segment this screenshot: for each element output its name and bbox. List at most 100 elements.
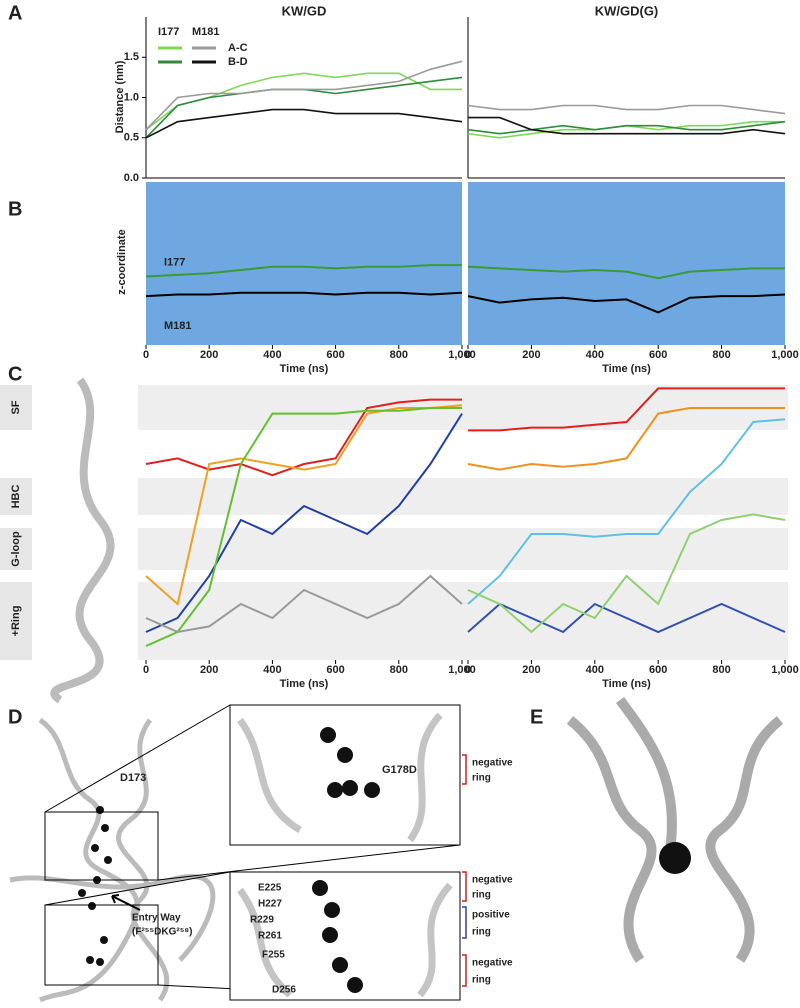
x-tick-label: 400 xyxy=(263,349,281,361)
helix xyxy=(615,697,677,851)
y-tick-label: 1.5 xyxy=(124,51,139,63)
entry-label: (F²⁵⁵DKG²⁵⁸) xyxy=(132,927,192,938)
helix xyxy=(417,882,453,998)
x-tick-label: 600 xyxy=(326,349,344,361)
zoom-box xyxy=(44,811,159,881)
x-tick-label: 0 xyxy=(465,664,471,676)
helix xyxy=(116,718,170,1002)
y-axis-label: Distance (nm) xyxy=(114,60,126,133)
ring-bracket xyxy=(462,954,467,987)
x-axis-label: Time (ns) xyxy=(280,363,329,375)
entry-label: Entry Way xyxy=(132,913,181,924)
panel-label: B xyxy=(8,198,22,220)
series-line xyxy=(468,116,786,135)
x-tick-label: 1,000 xyxy=(771,664,799,676)
protein-e xyxy=(566,697,784,963)
helix xyxy=(237,887,293,998)
region-band xyxy=(0,385,32,430)
zoom-box xyxy=(44,904,159,986)
legend-group: I177 xyxy=(158,26,179,38)
series-line xyxy=(467,265,785,280)
series-line xyxy=(145,413,463,633)
y-tick-label: 0.0 xyxy=(124,172,139,184)
series-line xyxy=(145,60,463,131)
region-band xyxy=(138,582,788,660)
series-line xyxy=(145,291,463,298)
series-line xyxy=(145,264,462,278)
x-tick-label: 200 xyxy=(522,664,540,676)
chart-title: KW/GD(G) xyxy=(595,3,659,18)
x-tick-label: 800 xyxy=(712,349,730,361)
legend-row: B-D xyxy=(228,56,248,68)
ring-bracket xyxy=(462,871,467,902)
series-line xyxy=(467,120,786,135)
series-line xyxy=(468,387,785,432)
helix xyxy=(237,717,302,833)
series-line xyxy=(145,404,463,606)
helix xyxy=(566,716,657,963)
ring-label: negative xyxy=(472,758,513,769)
zoom-line xyxy=(44,871,231,906)
chart-title: KW/GD xyxy=(282,3,327,18)
x-tick-label: 800 xyxy=(712,664,730,676)
region-band xyxy=(0,528,32,570)
ring-label: ring xyxy=(472,927,491,938)
ring-label: ring xyxy=(472,773,491,784)
residue-label: R229 xyxy=(250,915,274,926)
region-label: +Ring xyxy=(10,606,22,637)
series-line xyxy=(145,407,462,647)
y-tick-label: 1.0 xyxy=(124,91,139,103)
residue-label: D256 xyxy=(272,985,296,996)
ions-d xyxy=(78,806,112,966)
series-line xyxy=(467,407,785,471)
region-band xyxy=(0,478,32,515)
x-tick-label: 400 xyxy=(586,664,604,676)
x-tick-label: 200 xyxy=(522,349,540,361)
ring-label: ring xyxy=(472,890,491,901)
x-tick-label: 200 xyxy=(200,349,218,361)
x-tick-label: 400 xyxy=(263,664,281,676)
series-line xyxy=(145,398,462,477)
panel-label: D xyxy=(8,706,22,728)
x-tick-label: 800 xyxy=(390,664,408,676)
series-label: I177 xyxy=(164,256,185,268)
zoom-line xyxy=(157,844,461,881)
legend-group: M181 xyxy=(192,26,220,38)
ring-label: positive xyxy=(472,910,510,921)
x-tick-label: 1,000 xyxy=(448,349,476,361)
inset xyxy=(229,871,461,1001)
entry-arrow xyxy=(111,894,141,911)
x-tick-label: 0 xyxy=(465,349,471,361)
x-tick-label: 600 xyxy=(649,664,667,676)
ring-label: ring xyxy=(472,975,491,986)
region-label: G-loop xyxy=(10,531,22,567)
ring-bracket xyxy=(462,906,467,939)
region-band xyxy=(0,582,32,660)
series-label: M181 xyxy=(164,320,192,332)
sheet xyxy=(9,874,216,962)
series-line xyxy=(467,293,786,314)
protein-c xyxy=(50,377,115,704)
site-label: G178D xyxy=(382,764,417,776)
residue-label: H227 xyxy=(258,899,282,910)
series-line xyxy=(145,108,463,139)
residue-label: F255 xyxy=(262,950,285,961)
x-tick-label: 0 xyxy=(143,664,149,676)
x-axis-label: Time (ns) xyxy=(602,363,651,375)
x-tick-label: 200 xyxy=(200,664,218,676)
region-band xyxy=(138,528,788,570)
y-axis-label: z-coordinate xyxy=(116,229,128,294)
site-label: D173 xyxy=(120,772,146,784)
ring-label: negative xyxy=(472,875,513,886)
water-background xyxy=(468,182,785,345)
helix xyxy=(407,712,443,843)
panel-label: A xyxy=(8,2,22,24)
x-tick-label: 600 xyxy=(649,349,667,361)
residue-label: R261 xyxy=(258,931,282,942)
region-band xyxy=(138,478,788,515)
x-tick-label: 1,000 xyxy=(448,664,476,676)
legend-row: A-C xyxy=(228,42,248,54)
series-line xyxy=(467,418,786,605)
ring-bracket xyxy=(462,754,467,785)
region-band xyxy=(138,385,788,430)
